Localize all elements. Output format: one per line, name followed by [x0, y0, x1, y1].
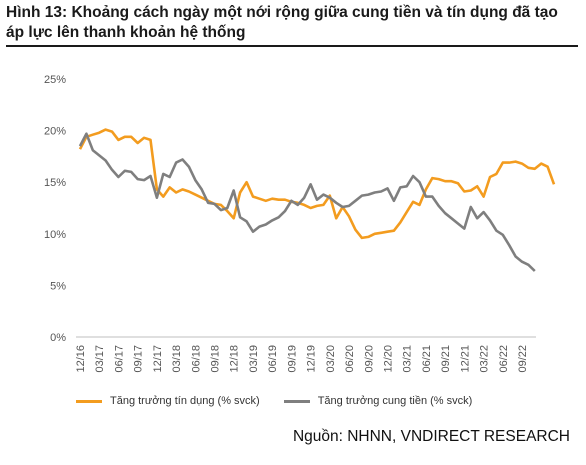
- x-tick-label: 12/18: [229, 345, 241, 373]
- series-line-credit: [78, 128, 556, 240]
- x-tick-label: 03/18: [171, 345, 183, 373]
- x-tick-label: 06/21: [421, 345, 433, 373]
- y-axis-ticks: 0% 5% 10% 15% 20% 25%: [44, 74, 66, 344]
- x-tick-label: 12/16: [75, 345, 87, 373]
- legend-label-credit: Tăng trưởng tín dụng (% svck): [110, 395, 260, 407]
- legend-item-money-supply: Tăng trưởng cung tiền (% svck): [283, 395, 473, 407]
- source-note: Nguồn: NHNN, VNDIRECT RESEARCH: [292, 428, 570, 445]
- legend-label-money-supply: Tăng trưởng cung tiền (% svck): [317, 395, 473, 407]
- legend: Tăng trưởng tín dụng (% svck) Tăng trưởn…: [76, 395, 472, 407]
- x-tick-label: 09/22: [517, 345, 529, 373]
- line-chart: 0%5%10%15%20%25% 12/16 03/17 06/17 09/17 12/…: [44, 74, 556, 373]
- legend-item-credit: Tăng trưởng tín dụng (% svck): [76, 395, 260, 407]
- x-tick-label: 06/19: [267, 345, 279, 373]
- legend-swatch-money-supply: [283, 399, 310, 403]
- series-layer: [78, 128, 556, 272]
- x-tick-label: 06/17: [113, 345, 125, 373]
- x-tick-label: 12/17: [152, 345, 164, 373]
- y-tick-label: 20%: [44, 126, 66, 138]
- x-tick-label: 06/20: [344, 345, 356, 373]
- x-tick-label: 03/22: [479, 345, 491, 373]
- x-tick-label: 12/21: [459, 345, 471, 373]
- x-tick-label: 12/20: [382, 345, 394, 373]
- x-tick-label: 03/21: [402, 345, 414, 373]
- x-tick-label: 03/19: [248, 345, 260, 373]
- x-tick-label: 09/17: [133, 345, 145, 373]
- x-tick-label: 03/20: [325, 345, 337, 373]
- series-line-money-supply: [78, 132, 536, 272]
- x-tick-label: 12/19: [306, 345, 318, 373]
- y-tick-label: 15%: [44, 177, 66, 189]
- x-tick-label: 06/22: [498, 345, 510, 373]
- y-tick-label: 25%: [44, 74, 66, 86]
- x-tick-label: 03/17: [94, 345, 106, 373]
- y-tick-label: 5%: [50, 280, 66, 292]
- x-axis-ticks: 12/16 03/17 06/17 09/17 12/17 03/18 06/18 09/18…: [75, 345, 529, 373]
- x-tick-label: 09/19: [286, 345, 298, 373]
- x-tick-label: 06/18: [190, 345, 202, 373]
- title-divider: [6, 45, 578, 47]
- x-tick-label: 09/20: [363, 345, 375, 373]
- y-tick-label: 10%: [44, 229, 66, 241]
- y-tick-label: 0%: [50, 332, 66, 344]
- x-tick-label: 09/21: [440, 345, 452, 373]
- legend-swatch-credit: [76, 399, 102, 403]
- x-tick-label: 09/18: [210, 345, 222, 373]
- chart-title: Hình 13: Khoảng cách ngày một nới rộng g…: [6, 4, 558, 41]
